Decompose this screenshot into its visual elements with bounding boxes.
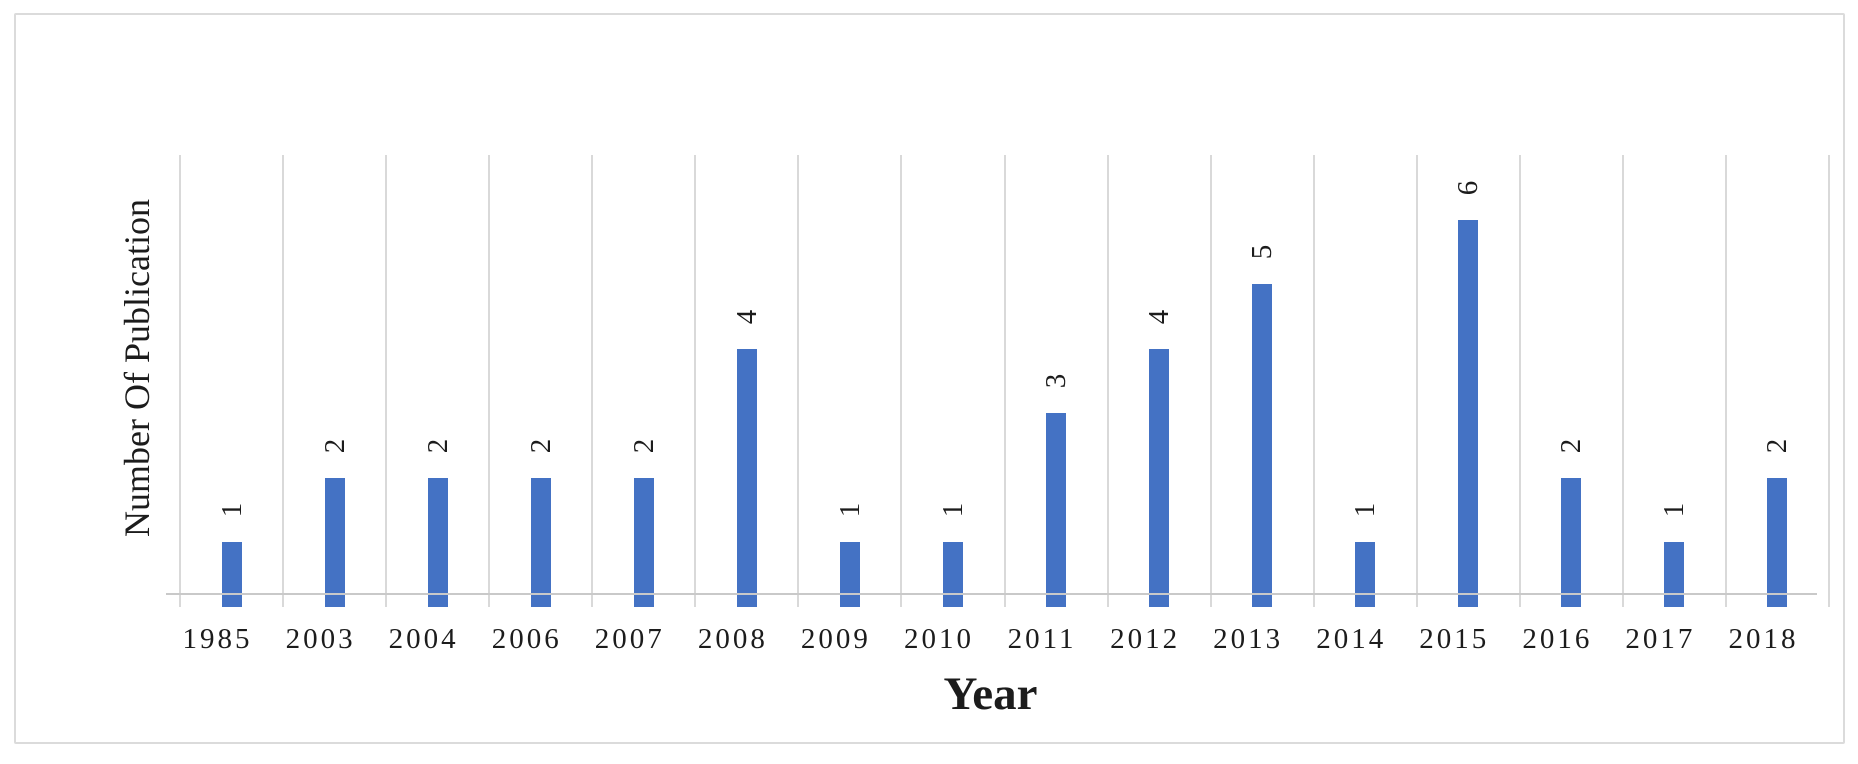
gridline — [282, 155, 285, 607]
gridline — [1415, 155, 1418, 607]
x-tick-label: 2008 — [697, 623, 768, 655]
gridline — [1621, 155, 1624, 607]
x-tick-label: 2004 — [388, 623, 459, 655]
bar-value-label: 6 — [1452, 180, 1485, 195]
bar-2003 — [324, 477, 345, 607]
x-tick-label: 2013 — [1213, 623, 1284, 655]
gridline — [900, 155, 903, 607]
gridline — [1312, 155, 1315, 607]
gridline — [1106, 155, 1109, 607]
bar-value-label: 1 — [1349, 503, 1382, 518]
plot-area: 1 2 2 2 2 4 1 1 3 4 5 1 6 2 1 2 — [179, 155, 1830, 607]
bar-value-label: 2 — [524, 438, 557, 454]
x-tick-label: 2011 — [1007, 623, 1077, 655]
bar-value-label: 2 — [318, 438, 351, 454]
bar-2010 — [942, 542, 963, 607]
x-tick-label: 2003 — [285, 623, 356, 655]
bar-2014 — [1355, 542, 1376, 607]
bar-value-label: 4 — [730, 309, 763, 324]
bar-2006 — [530, 477, 551, 607]
bar-value-label: 2 — [1761, 438, 1794, 454]
bar-value-label: 1 — [1658, 503, 1691, 518]
gridline — [694, 155, 697, 607]
x-tick-label: 2018 — [1728, 623, 1799, 655]
x-tick-label: 2007 — [594, 623, 665, 655]
bar-2013 — [1252, 284, 1273, 607]
bar-value-label: 1 — [936, 503, 969, 518]
gridline — [1518, 155, 1521, 607]
bar-2012 — [1149, 348, 1170, 607]
gridline — [385, 155, 388, 607]
x-tick-label: 2017 — [1625, 623, 1696, 655]
x-tick-label: 2016 — [1522, 623, 1593, 655]
bar-value-label: 5 — [1246, 244, 1279, 260]
x-tick-label: 2014 — [1316, 623, 1387, 655]
x-tick-label: 2012 — [1110, 623, 1181, 655]
bar-value-label: 2 — [421, 438, 454, 454]
gridline — [591, 155, 594, 607]
gridline — [1724, 155, 1727, 607]
bar-2017 — [1664, 542, 1685, 607]
x-tick-label: 2010 — [903, 623, 974, 655]
bar-value-label: 3 — [1040, 374, 1073, 389]
gridline — [488, 155, 491, 607]
gridline — [1209, 155, 1212, 607]
bar-2004 — [427, 477, 448, 607]
bar-value-label: 1 — [215, 503, 248, 518]
bar-2015 — [1458, 219, 1479, 607]
bar-2016 — [1561, 477, 1582, 607]
y-axis-title: Number Of Publication — [117, 199, 157, 537]
gridline — [1003, 155, 1006, 607]
bar-2018 — [1767, 477, 1788, 607]
x-tick-label: 1985 — [182, 623, 253, 655]
x-tick-label: 2015 — [1419, 623, 1490, 655]
gridline — [1828, 155, 1830, 607]
x-tick-label: 2006 — [491, 623, 562, 655]
x-axis-title: Year — [943, 668, 1038, 720]
bar-1985 — [221, 542, 242, 607]
bar-value-label: 2 — [1555, 438, 1588, 454]
gridline — [179, 155, 181, 607]
bar-2008 — [736, 348, 757, 607]
bar-2009 — [839, 542, 860, 607]
bar-value-label: 1 — [833, 503, 866, 518]
bar-value-label: 2 — [627, 438, 660, 454]
x-axis-line — [166, 593, 1817, 595]
chart-frame: 1 2 2 2 2 4 1 1 3 4 5 1 6 2 1 2 Number Of Publication Y… — [14, 13, 1845, 744]
bar-value-label: 4 — [1143, 309, 1176, 324]
x-tick-label: 2009 — [800, 623, 871, 655]
bar-2011 — [1046, 413, 1067, 607]
gridline — [797, 155, 800, 607]
bar-2007 — [633, 477, 654, 607]
